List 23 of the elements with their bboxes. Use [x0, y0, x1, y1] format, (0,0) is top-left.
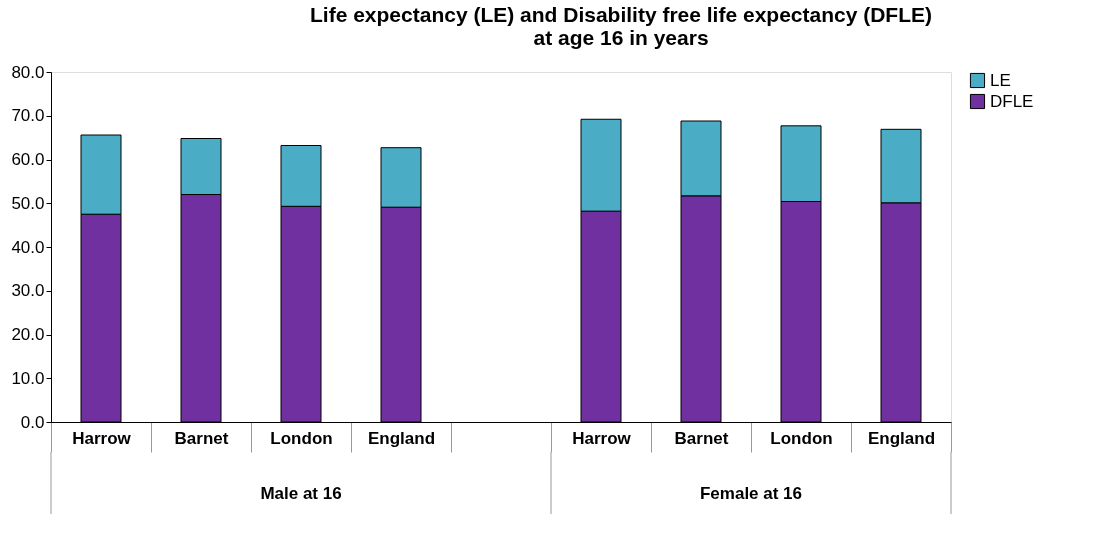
y-tick-label: 30.0 [11, 281, 45, 301]
y-tick-label: 80.0 [11, 62, 45, 82]
y-tick-label: 70.0 [11, 106, 45, 126]
x-tick-label: London [770, 428, 833, 448]
x-tick-label: England [867, 428, 936, 448]
x-tick-label: Harrow [72, 428, 132, 448]
x-tick-label: Harrow [572, 428, 632, 448]
y-tick-label: 0.0 [20, 412, 45, 432]
text: Male at 16 [260, 484, 342, 503]
y-tick-label: 50.0 [11, 193, 45, 213]
text: Female at 16 [699, 484, 803, 503]
x-tick-label: England [367, 428, 436, 448]
legend-label: DFLE [990, 91, 1034, 111]
y-tick-label: 60.0 [11, 150, 45, 169]
x-tick-label: London [270, 428, 333, 448]
text: at age 16 in years [533, 26, 709, 49]
text: Life expectancy (LE) and Disability free life expectancy (DFLE) [309, 3, 933, 26]
y-tick-label: 10.0 [11, 368, 45, 388]
x-tick-label: Barnet [174, 428, 229, 448]
x-tick-label: Barnet [674, 428, 729, 448]
y-tick-label: 40.0 [11, 237, 45, 257]
legend-label: LE [990, 70, 1011, 90]
y-tick-label: 20.0 [11, 325, 45, 344]
